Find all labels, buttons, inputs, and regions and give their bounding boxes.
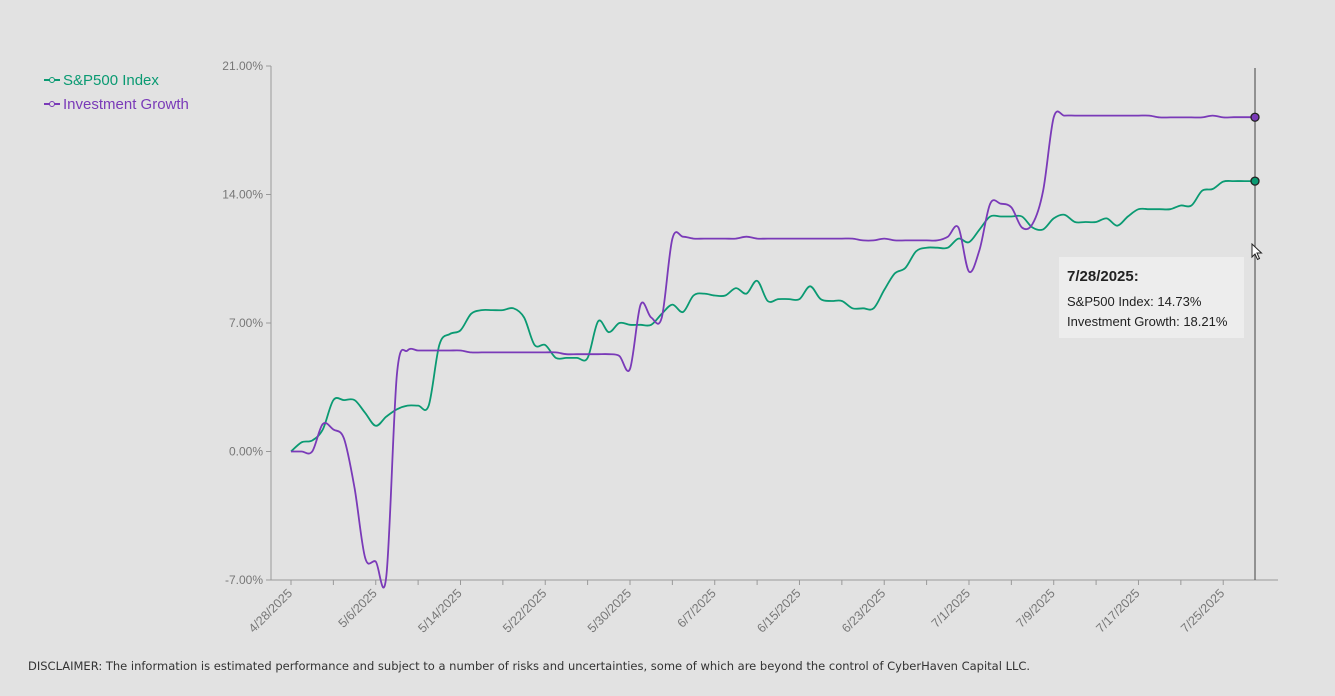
legend-marker-investment-icon: [44, 99, 60, 109]
y-tick-label: 14.00%: [222, 188, 263, 202]
y-tick-label: 7.00%: [229, 316, 263, 330]
hover-point-investment-growth: [1250, 112, 1260, 122]
disclaimer-text: DISCLAIMER: The information is estimated…: [28, 659, 1031, 673]
x-tick-label: 4/28/2025: [246, 586, 295, 635]
tooltip-row-investment-growth: Investment Growth: 18.21%: [1067, 314, 1228, 329]
legend: S&P500 Index Investment Growth: [44, 68, 189, 116]
tooltip-date: 7/28/2025:: [1067, 268, 1139, 285]
y-tick-label: 0.00%: [229, 445, 263, 459]
legend-label-investment-growth: Investment Growth: [63, 95, 189, 113]
x-tick-label: 6/23/2025: [839, 586, 888, 635]
series-line-investment-growth: [291, 110, 1255, 589]
legend-item-sp500[interactable]: S&P500 Index: [44, 68, 189, 92]
legend-marker-sp500-icon: [44, 75, 60, 85]
x-tick-label: 5/22/2025: [500, 586, 549, 635]
y-tick-label: -7.00%: [225, 573, 263, 587]
tooltip-row-sp500: S&P500 Index: 14.73%: [1067, 294, 1202, 309]
x-tick-label: 7/25/2025: [1178, 586, 1227, 635]
x-tick-label: 5/6/2025: [336, 586, 380, 630]
y-tick-label: 21.00%: [222, 59, 263, 73]
hover-point-sp500: [1250, 176, 1260, 186]
series-line-sp500: [290, 179, 1255, 453]
x-tick-label: 6/7/2025: [675, 586, 719, 630]
x-tick-label: 7/1/2025: [929, 586, 973, 630]
legend-label-sp500: S&P500 Index: [63, 71, 159, 89]
x-tick-label: 7/9/2025: [1014, 586, 1058, 630]
legend-item-investment-growth[interactable]: Investment Growth: [44, 92, 189, 116]
x-tick-label: 6/15/2025: [754, 586, 803, 635]
x-tick-label: 5/14/2025: [415, 586, 464, 635]
mouse-pointer-icon: [1251, 243, 1263, 261]
hover-tooltip: 7/28/2025: S&P500 Index: 14.73% Investme…: [1059, 257, 1244, 338]
x-tick-label: 5/30/2025: [585, 586, 634, 635]
x-tick-label: 7/17/2025: [1093, 586, 1142, 635]
